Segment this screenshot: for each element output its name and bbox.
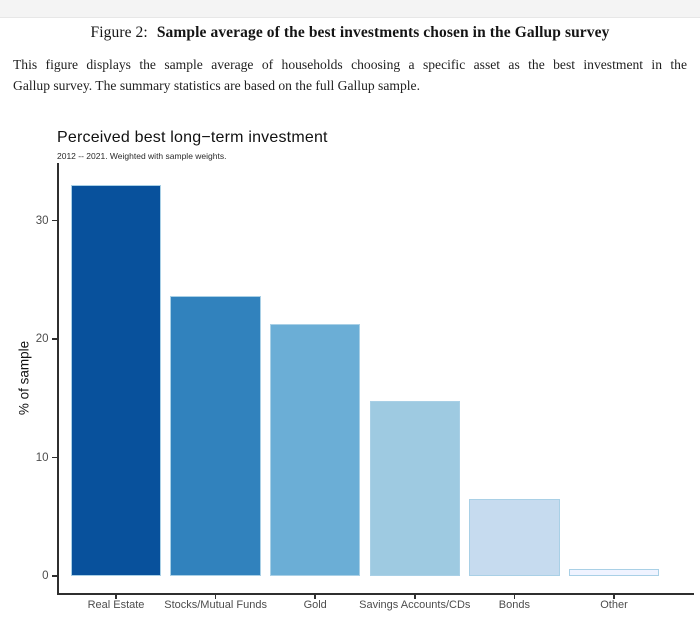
- bar-gold: [269, 323, 361, 576]
- y-tick-label: 30: [35, 214, 49, 227]
- x-tick-label: Stocks/Mutual Funds: [164, 599, 267, 611]
- y-tick-mark: [51, 219, 57, 222]
- y-tick-label: 0: [42, 570, 49, 582]
- y-tick-label: 20: [35, 333, 49, 345]
- y-axis-title: % of sample: [16, 340, 32, 416]
- figure-header: Figure 2: Sample average of the best inv…: [0, 24, 700, 42]
- chart-title: Perceived best long−term investment: [57, 129, 328, 146]
- x-tick-mark: [314, 595, 316, 599]
- bar-other: [568, 568, 660, 576]
- chart-subtitle: 2012 -- 2021. Weighted with sample weigh…: [57, 151, 227, 161]
- y-tick-label: 10: [35, 451, 49, 464]
- bar-savings-accounts-cds: [369, 400, 461, 576]
- x-tick-mark: [414, 595, 416, 599]
- bar-stocks-mutual-funds: [170, 296, 261, 576]
- bar-real-estate: [70, 184, 162, 576]
- x-tick-mark: [613, 595, 615, 599]
- x-tick-label: Gold: [303, 599, 327, 611]
- figure-caption: This figure displays the sample average …: [13, 55, 687, 96]
- page-top-strip: [0, 0, 700, 18]
- y-axis-line: [56, 163, 59, 595]
- y-tick-mark: [51, 338, 57, 340]
- figure-number-label: Figure 2:: [90, 24, 148, 41]
- x-tick-label: Other: [600, 599, 628, 611]
- x-tick-mark: [513, 595, 516, 599]
- x-tick-label: Bonds: [498, 599, 530, 611]
- caption-line-1: This figure displays the sample average …: [13, 57, 687, 72]
- x-axis-line: [56, 593, 694, 595]
- caption-line-2: Gallup survey. The summary statistics ar…: [13, 77, 420, 93]
- y-tick-mark: [51, 575, 57, 577]
- x-tick-label: Savings Accounts/CDs: [359, 599, 471, 611]
- x-tick-mark: [115, 595, 117, 599]
- y-tick-mark: [51, 456, 57, 459]
- x-tick-label: Real Estate: [87, 599, 145, 611]
- bar-bonds: [469, 498, 560, 576]
- x-tick-mark: [214, 595, 217, 599]
- figure-title: Sample average of the best investments c…: [156, 24, 610, 41]
